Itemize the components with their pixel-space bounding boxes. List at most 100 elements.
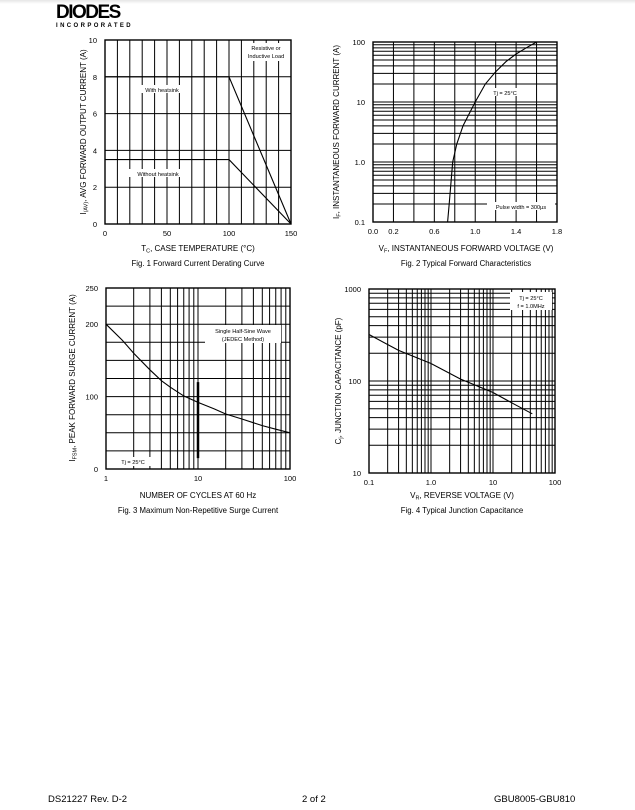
footer-page-number: 2 of 2 xyxy=(302,794,326,805)
x-axis-label-text: , INSTANTANEOUS FORWARD VOLTAGE (V) xyxy=(387,244,553,253)
x-tick-label: 100 xyxy=(284,474,297,483)
x-tick-label: 1 xyxy=(104,474,108,483)
chart-title: Fig. 2 Typical Forward Characteristics xyxy=(401,259,531,268)
y-axis-label-symbol: I xyxy=(332,217,341,219)
y-axis-label-symbol: I xyxy=(68,460,77,462)
x-tick-label: 0 xyxy=(103,229,107,238)
annotation-background xyxy=(488,88,522,96)
y-axis-label-text: , INSTANTANEOUS FORWARD CURRENT (A) xyxy=(332,45,341,214)
page-top-edge xyxy=(0,0,635,4)
logo-subtext: INCORPORATED xyxy=(56,23,133,29)
chart-fig-1: 0 50 100 150 0 2 4 6 8 10 Resistive or Inductive Lo… xyxy=(79,36,297,268)
y-axis-label: I(AV), AVG FORWARD OUTPUT CURRENT (A) xyxy=(79,49,90,215)
series-line-1 xyxy=(105,76,292,225)
footer-part-number: GBU8005-GBU810 xyxy=(494,794,576,805)
y-tick-label: 1000 xyxy=(344,285,361,294)
y-axis-label: IF, INSTANTANEOUS FORWARD CURRENT (A) xyxy=(332,45,343,219)
x-tick-label: 1.4 xyxy=(511,227,521,236)
y-tick-label: 6 xyxy=(93,110,97,119)
x-tick-label: 0.6 xyxy=(429,227,439,236)
annotation-text: Tj = 25°C xyxy=(121,460,145,466)
annotation-text: (JEDEC Method) xyxy=(222,337,264,343)
y-axis-label-symbol: I xyxy=(79,212,88,214)
annotation-text: Resistive or xyxy=(251,46,280,52)
annotation-background xyxy=(128,169,188,177)
x-tick-label: 0.2 xyxy=(388,227,398,236)
plot-frame xyxy=(368,288,556,474)
footer-doc-id: DS21227 Rev. D-2 xyxy=(48,794,128,805)
y-tick-label: 200 xyxy=(85,320,98,329)
annotation-text: Without heatsink xyxy=(137,172,179,178)
series-line-2 xyxy=(105,159,292,225)
annotation-background xyxy=(243,43,290,61)
y-axis-label-subscript: FSM xyxy=(73,447,79,459)
chart-fig-2: 0.0 0.2 0.6 1.0 1.4 1.8 0.1 1.0 10 100 Tj = 25°C Pu… xyxy=(332,38,562,268)
y-tick-label: 10 xyxy=(357,98,365,107)
x-tick-label: 1.0 xyxy=(426,478,436,487)
diodes-logo: DIODES INCORPORATED xyxy=(56,2,133,29)
x-axis-label-symbol: T xyxy=(141,244,146,253)
y-axis-label: IFSM, PEAK FORWARD SURGE CURRENT (A) xyxy=(68,294,79,462)
x-axis-label: VR, REVERSE VOLTAGE (V) xyxy=(410,491,514,502)
annotation-background xyxy=(487,202,555,210)
y-tick-label: 100 xyxy=(352,38,365,47)
chart-title: Fig. 3 Maximum Non-Repetitive Surge Curr… xyxy=(118,506,279,515)
gridlines xyxy=(104,39,292,225)
series-line-1 xyxy=(368,334,533,415)
x-axis-label: NUMBER OF CYCLES AT 60 Hz xyxy=(140,491,257,500)
x-axis-label-text: , CASE TEMPERATURE (°C) xyxy=(150,244,255,253)
x-axis-label-subscript: F xyxy=(384,249,388,255)
logo-text: DIODES xyxy=(56,2,121,23)
plot-frame xyxy=(372,41,558,223)
y-axis-label-text: , AVG FORWARD OUTPUT CURRENT (A) xyxy=(79,49,88,202)
plot-frame xyxy=(105,287,291,470)
chart-title: Fig. 1 Forward Current Derating Curve xyxy=(131,259,264,268)
x-tick-label: 0.1 xyxy=(364,478,374,487)
x-axis-label-subscript: C xyxy=(146,249,150,255)
chart-title: Fig. 4 Typical Junction Capacitance xyxy=(401,506,524,515)
y-tick-label: 2 xyxy=(93,183,97,192)
x-tick-label: 10 xyxy=(489,478,497,487)
y-axis-label-text: , JUNCTION CAPACITANCE (pF) xyxy=(334,317,343,437)
y-tick-label: 8 xyxy=(93,73,97,82)
annotation-background xyxy=(113,457,153,466)
annotation-background xyxy=(205,325,281,343)
x-axis-label-text: , REVERSE VOLTAGE (V) xyxy=(419,491,514,500)
x-tick-label: 0.0 xyxy=(368,227,378,236)
y-tick-label: 1.0 xyxy=(355,158,365,167)
x-tick-label: 1.0 xyxy=(470,227,480,236)
annotation-text: Pulse width = 300µs xyxy=(496,205,547,211)
plot-frame xyxy=(104,39,292,225)
x-axis-label-symbol: V xyxy=(379,244,385,253)
series-line-1 xyxy=(105,323,291,434)
annotation-background xyxy=(510,292,552,310)
gridlines xyxy=(372,41,558,223)
y-tick-label: 0 xyxy=(93,220,97,229)
x-tick-label: 100 xyxy=(549,478,562,487)
annotation-text: Single Half-Sine Wave xyxy=(215,329,271,335)
y-tick-label: 10 xyxy=(89,36,97,45)
annotation-background xyxy=(135,85,189,93)
annotation-text: With heatsink xyxy=(145,88,179,94)
y-tick-label: 100 xyxy=(348,377,361,386)
annotation-text: f = 1.0MHz xyxy=(517,304,544,310)
x-tick-label: 50 xyxy=(163,229,171,238)
x-axis-label-subscript: R xyxy=(415,496,419,502)
y-axis-label-text: , PEAK FORWARD SURGE CURRENT (A) xyxy=(68,294,77,448)
y-tick-label: 0 xyxy=(94,465,98,474)
x-axis-label-text: NUMBER OF CYCLES AT 60 Hz xyxy=(140,491,257,500)
x-axis-label: TC, CASE TEMPERATURE (°C) xyxy=(141,244,255,255)
chart-fig-4: 0.1 1.0 10 100 10 100 1000 Tj = 25°C f = 1.0MHz V… xyxy=(334,285,561,515)
y-tick-label: 4 xyxy=(93,146,97,155)
y-axis-label-subscript: j xyxy=(339,437,345,439)
x-tick-label: 150 xyxy=(285,229,298,238)
y-axis-label-subscript: (AV) xyxy=(84,202,90,213)
series-line-1 xyxy=(447,41,537,223)
y-axis-label: Cj, JUNCTION CAPACITANCE (pF) xyxy=(334,317,345,444)
y-tick-label: 0.1 xyxy=(355,218,365,227)
x-axis-label: VF, INSTANTANEOUS FORWARD VOLTAGE (V) xyxy=(379,244,554,255)
x-tick-label: 1.8 xyxy=(552,227,562,236)
y-tick-label: 250 xyxy=(85,284,98,293)
y-tick-label: 100 xyxy=(85,393,98,402)
